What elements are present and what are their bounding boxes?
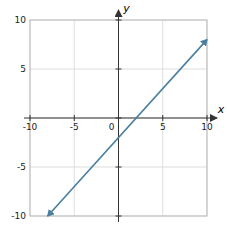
x-tick: [207, 115, 208, 121]
x-tick-label: -10: [23, 122, 38, 132]
data-line: [48, 40, 207, 216]
y-tick: [116, 20, 122, 21]
x-axis-label: x: [217, 103, 225, 116]
y-tick-label: -5: [17, 162, 26, 172]
x-tick: [74, 115, 75, 121]
y-tick-label: 5: [20, 64, 26, 74]
chart: -10 -5 0 5 10 -10 -5 5 10 x y: [0, 0, 227, 234]
x-tick-label: 10: [201, 122, 213, 132]
x-tick-label: -5: [70, 122, 79, 132]
grid-line: [30, 167, 207, 168]
y-tick: [116, 118, 122, 119]
y-axis: [118, 10, 119, 222]
y-tick: [116, 216, 122, 217]
x-tick-label: 0: [109, 122, 115, 132]
x-tick: [162, 115, 163, 121]
x-tick: [30, 115, 31, 121]
y-tick: [116, 167, 122, 168]
y-tick-label: 10: [15, 15, 27, 25]
y-tick: [116, 69, 122, 70]
grid-line: [162, 20, 163, 216]
y-tick-label: -10: [11, 211, 26, 221]
y-axis-label: y: [122, 2, 130, 15]
x-axis: [24, 118, 217, 119]
plot-area: [48, 40, 207, 216]
x-tick-label: 5: [160, 122, 166, 132]
